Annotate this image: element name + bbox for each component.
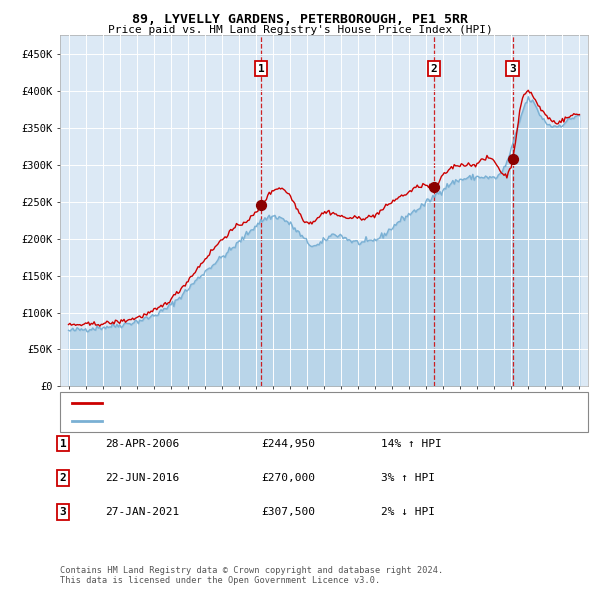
Text: 3% ↑ HPI: 3% ↑ HPI (381, 473, 435, 483)
Text: 27-JAN-2021: 27-JAN-2021 (105, 507, 179, 517)
Text: 2% ↓ HPI: 2% ↓ HPI (381, 507, 435, 517)
Text: 3: 3 (509, 64, 516, 74)
Text: £244,950: £244,950 (261, 439, 315, 448)
Text: HPI: Average price, detached house, City of Peterborough: HPI: Average price, detached house, City… (111, 415, 440, 425)
Text: 14% ↑ HPI: 14% ↑ HPI (381, 439, 442, 448)
Text: 1: 1 (59, 439, 67, 448)
Text: 1: 1 (258, 64, 265, 74)
Text: 2: 2 (59, 473, 67, 483)
Text: £270,000: £270,000 (261, 473, 315, 483)
Text: £307,500: £307,500 (261, 507, 315, 517)
Point (257, 201, 266, 210)
Text: 3: 3 (59, 507, 67, 517)
Point (508, 155, 517, 164)
Text: Contains HM Land Registry data © Crown copyright and database right 2024.
This d: Contains HM Land Registry data © Crown c… (60, 566, 443, 585)
Text: 89, LYVELLY GARDENS, PETERBOROUGH, PE1 5RR (detached house): 89, LYVELLY GARDENS, PETERBOROUGH, PE1 5… (111, 398, 458, 408)
Text: 2: 2 (431, 64, 437, 74)
Text: 89, LYVELLY GARDENS, PETERBOROUGH, PE1 5RR: 89, LYVELLY GARDENS, PETERBOROUGH, PE1 5… (132, 13, 468, 26)
Text: 28-APR-2006: 28-APR-2006 (105, 439, 179, 448)
Text: Price paid vs. HM Land Registry's House Price Index (HPI): Price paid vs. HM Land Registry's House … (107, 25, 493, 35)
Point (430, 182, 439, 192)
Text: 22-JUN-2016: 22-JUN-2016 (105, 473, 179, 483)
